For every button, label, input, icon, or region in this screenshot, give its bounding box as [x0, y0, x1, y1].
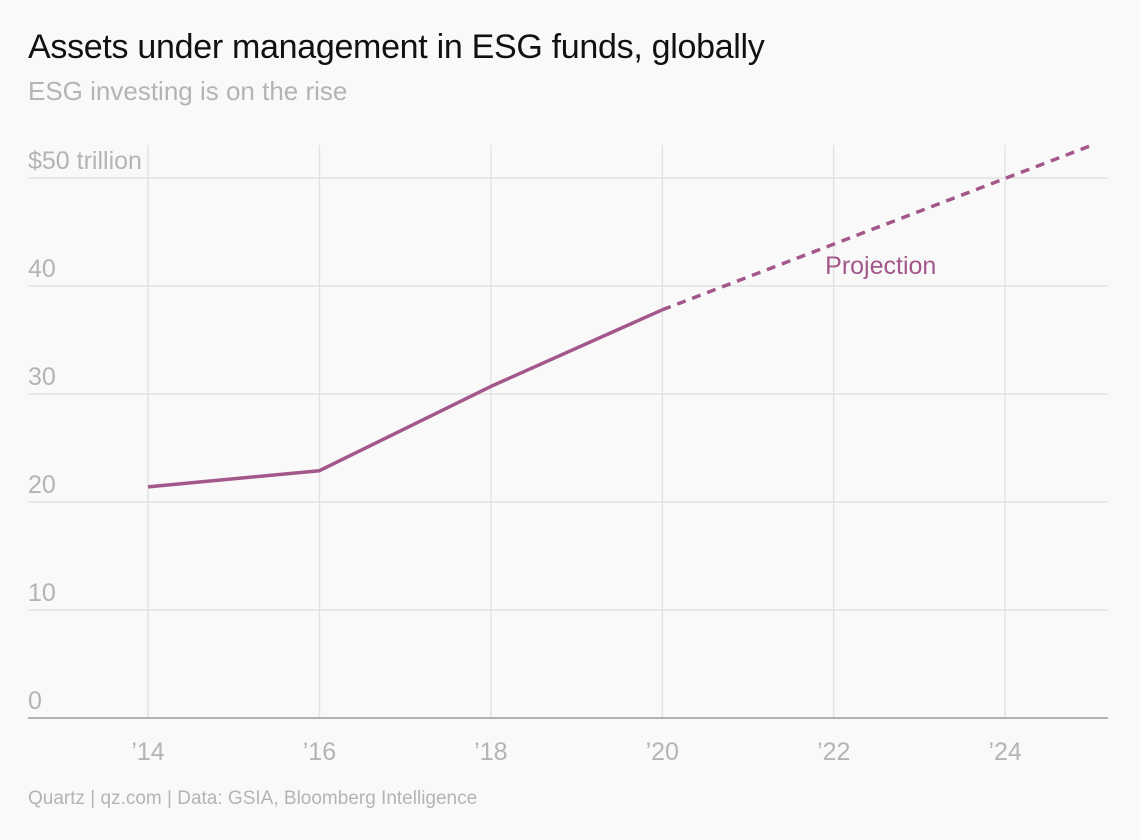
y-tick-label: 40 [28, 255, 56, 283]
x-tick-label: ’18 [474, 738, 507, 766]
x-tick-label: ’16 [303, 738, 336, 766]
y-tick-label: 10 [28, 579, 56, 607]
source-note: Quartz | qz.com | Data: GSIA, Bloomberg … [28, 788, 478, 809]
projection-line [661, 143, 1092, 312]
y-tick-label: 0 [28, 687, 42, 715]
y-tick-label: $50 trillion [28, 147, 142, 175]
projection-annotation: Projection [825, 252, 936, 280]
actual-line [147, 308, 664, 489]
x-tick-label: ’20 [646, 738, 679, 766]
x-tick-label: ’24 [988, 738, 1021, 766]
x-tick-label: ’22 [817, 738, 850, 766]
chart-subtitle: ESG investing is on the rise [28, 76, 348, 106]
x-tick-label: ’14 [131, 738, 164, 766]
y-tick-label: 30 [28, 363, 56, 391]
chart-title: Assets under management in ESG funds, gl… [28, 28, 765, 66]
y-tick-label: 20 [28, 471, 56, 499]
